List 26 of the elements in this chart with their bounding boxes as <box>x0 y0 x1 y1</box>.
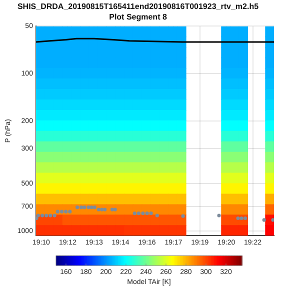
point <box>96 208 100 212</box>
point <box>136 211 140 216</box>
point <box>155 214 159 218</box>
point <box>271 218 274 222</box>
point <box>48 214 52 218</box>
point <box>181 214 185 218</box>
point <box>217 214 221 218</box>
point <box>145 211 149 216</box>
point <box>141 211 145 216</box>
point <box>236 216 240 220</box>
point <box>52 214 56 218</box>
point <box>103 208 107 212</box>
point <box>36 216 38 220</box>
point <box>60 210 64 214</box>
point <box>40 214 44 218</box>
chart-title: SHIS_DRDA_20190815T165411end20190816T001923_rtv_m2.h5 <box>17 2 260 12</box>
point <box>68 210 72 214</box>
point <box>44 214 48 218</box>
point <box>79 205 84 210</box>
chart-subtitle: Plot Segment 8 <box>109 12 168 22</box>
point <box>149 211 153 216</box>
point <box>86 205 90 210</box>
point <box>132 211 136 216</box>
point <box>113 208 117 212</box>
point <box>36 214 40 218</box>
point <box>262 218 266 222</box>
